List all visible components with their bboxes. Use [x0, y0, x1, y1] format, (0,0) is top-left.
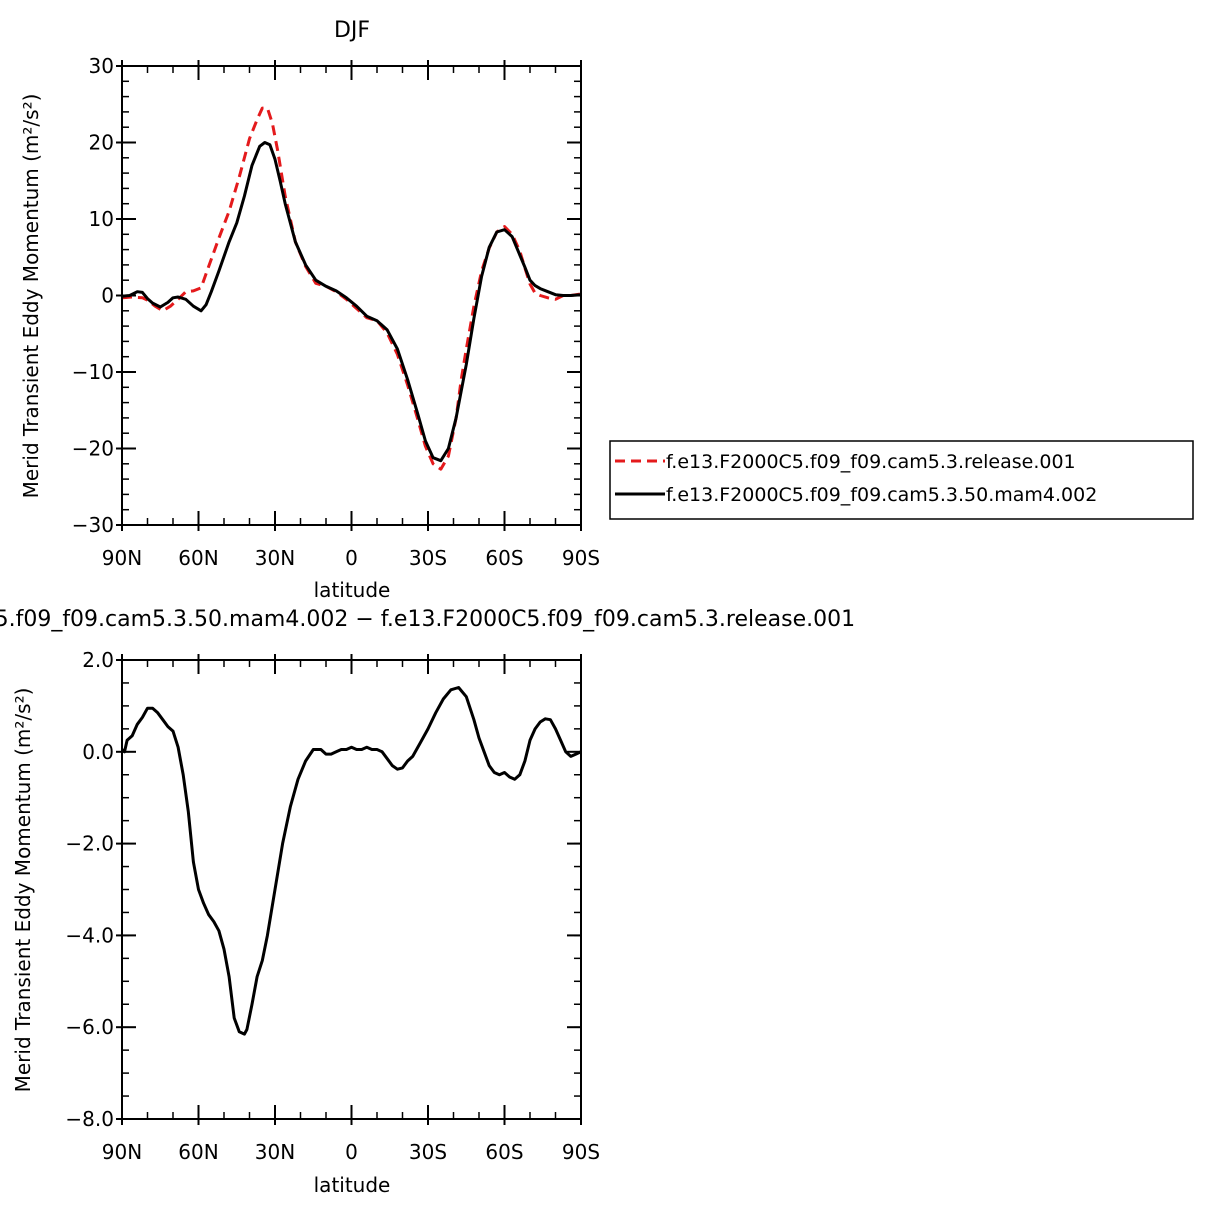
x-tick-label: 90S	[562, 1140, 600, 1164]
legend-label-release: f.e13.F2000C5.f09_f09.cam5.3.release.001	[666, 451, 1076, 473]
x-tick-label: 30N	[255, 546, 295, 570]
y-tick-label: 0	[101, 284, 114, 308]
x-tick-label: 0	[345, 546, 358, 570]
chart-title: DJF	[334, 18, 370, 43]
series-line-0	[120, 686, 582, 1036]
x-tick-label: 90N	[102, 1140, 142, 1164]
y-tick-label: −6.0	[65, 1015, 114, 1039]
axes: 2.0 0.0 −2.0 −4.0 −6.0 −8.0 90N 60N 30N 0 30S 60S 90…	[65, 648, 600, 1164]
y-tick-label: −30	[72, 513, 114, 537]
y-axis-label: Merid Transient Eddy Momentum (m²/s²)	[19, 94, 43, 499]
plot-frame	[121, 65, 582, 526]
y-tick-label: 10	[89, 207, 114, 231]
axes: 30 20 10 0 −10 −20 −30 90N 60N 30N 0 30S 60S 90S	[72, 54, 600, 570]
y-tick-label: 2.0	[82, 648, 114, 672]
x-tick-label: 60N	[178, 546, 218, 570]
y-tick-label: −10	[72, 360, 114, 384]
legend-box	[609, 440, 1194, 520]
y-tick-label: 0.0	[82, 740, 114, 764]
series-line-1	[121, 141, 582, 463]
legend-label-mam4: f.e13.F2000C5.f09_f09.cam5.3.50.mam4.002	[666, 484, 1097, 506]
x-tick-label: 90N	[102, 546, 142, 570]
y-tick-label: 20	[89, 131, 114, 155]
x-tick-label: 60N	[178, 1140, 218, 1164]
x-tick-label: 30N	[255, 1140, 295, 1164]
plot-frame	[121, 659, 582, 1120]
x-tick-label: 30S	[409, 1140, 447, 1164]
series-group	[121, 106, 582, 471]
y-tick-label: −4.0	[65, 923, 114, 947]
x-tick-label: 90S	[562, 546, 600, 570]
series-group	[120, 686, 582, 1036]
x-axis-label: latitude	[314, 578, 391, 602]
y-tick-label: −8.0	[65, 1107, 114, 1131]
x-tick-label: 60S	[485, 546, 523, 570]
legend: f.e13.F2000C5.f09_f09.cam5.3.release.001…	[609, 440, 1194, 520]
x-tick-label: 60S	[485, 1140, 523, 1164]
y-axis-label: Merid Transient Eddy Momentum (m²/s²)	[11, 688, 35, 1093]
y-tick-label: −2.0	[65, 832, 114, 856]
series-line-0	[121, 106, 582, 471]
chart-title: f.e13.F2000C5.f09_f09.cam5.3.50.mam4.002…	[0, 607, 855, 632]
x-axis-label: latitude	[314, 1173, 391, 1197]
x-tick-label: 0	[345, 1140, 358, 1164]
x-tick-label: 30S	[409, 546, 447, 570]
bottom-chart: f.e13.F2000C5.f09_f09.cam5.3.50.mam4.002…	[0, 607, 855, 1197]
y-tick-label: 30	[89, 54, 114, 78]
y-tick-label: −20	[72, 437, 114, 461]
